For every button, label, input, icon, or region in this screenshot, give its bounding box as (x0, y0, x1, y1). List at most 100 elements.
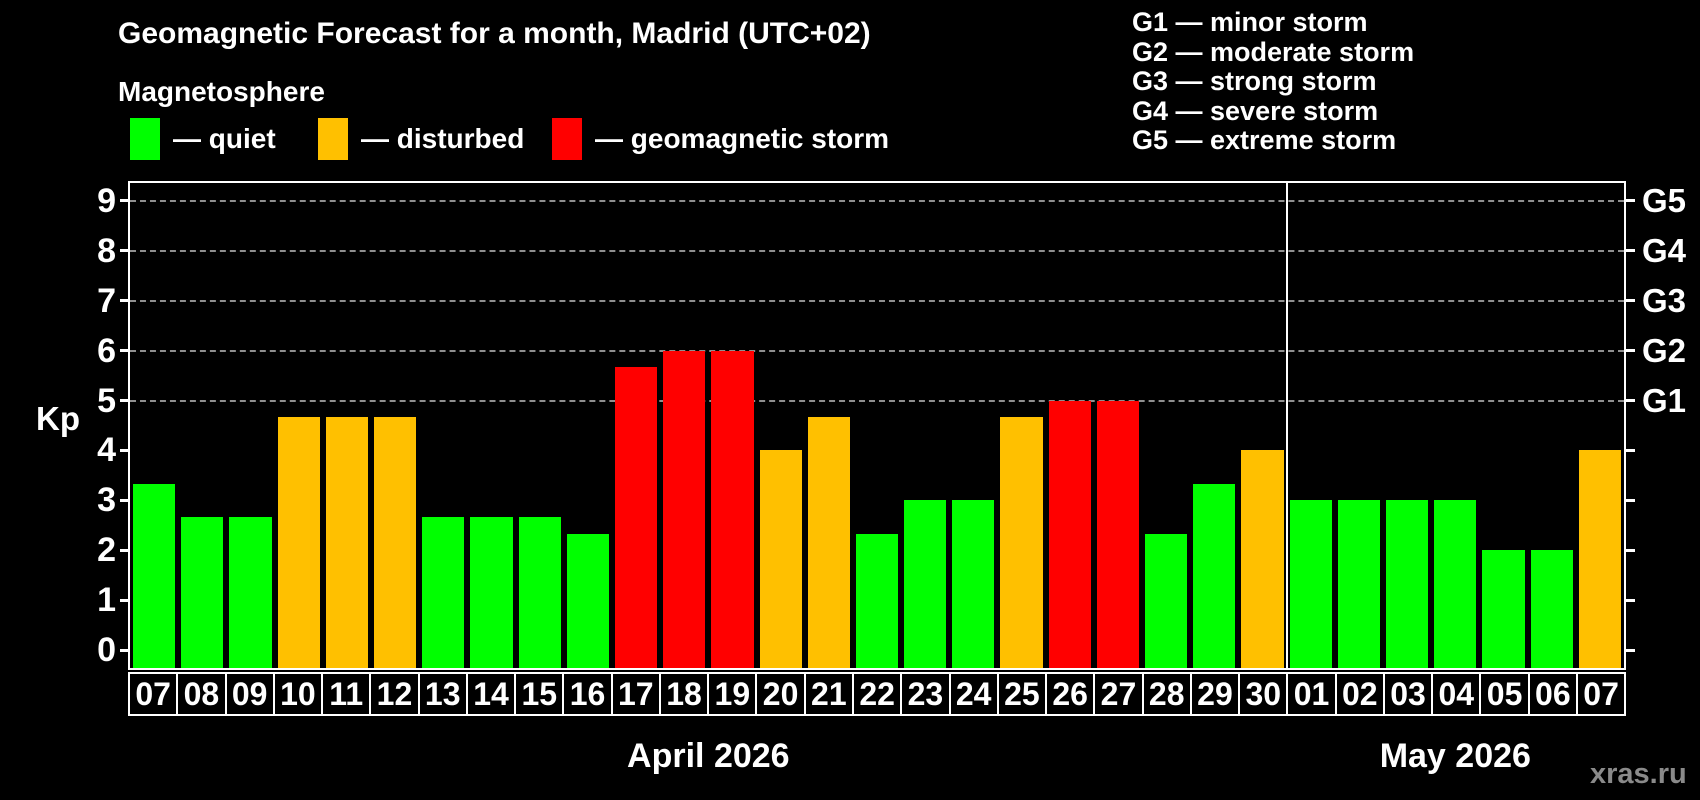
y-axis-tick-label-1: 1 (97, 581, 116, 620)
day-label-may-2026-06: 06 (1527, 672, 1578, 716)
gridline-kp7 (130, 299, 1624, 302)
y-axis-tick-label-6: 6 (97, 331, 116, 370)
month-separator-line (1285, 183, 1288, 668)
y-axis-tick-label-0: 0 (97, 631, 116, 670)
kp-bar-april-2026-16 (566, 533, 609, 668)
y-axis-tick-left-7 (120, 299, 129, 303)
g-axis-label-g2: G2 (1642, 331, 1687, 369)
day-label-may-2026-03: 03 (1382, 672, 1434, 716)
day-label-april-2026-08: 08 (176, 672, 227, 716)
y-axis-tick-right-4 (1626, 448, 1635, 452)
day-label-april-2026-16: 16 (562, 672, 613, 716)
y-axis-tick-right-8 (1626, 249, 1635, 253)
gridline-kp6 (130, 349, 1624, 352)
g-axis-label-g1: G1 (1642, 381, 1687, 419)
day-label-may-2026-01: 01 (1286, 672, 1337, 716)
y-axis-tick-label-7: 7 (97, 281, 116, 320)
plot-area (128, 181, 1626, 670)
kp-bar-april-2026-09 (229, 516, 272, 668)
gridline-kp8 (130, 249, 1624, 252)
day-label-april-2026-25: 25 (996, 672, 1048, 716)
kp-bar-april-2026-23 (904, 500, 947, 668)
legend-item-disturbed: — disturbed (318, 117, 524, 161)
y-axis-tick-left-5 (120, 399, 129, 403)
kp-bar-may-2026-01 (1289, 500, 1332, 668)
watermark-xras: xras.ru (1590, 758, 1687, 790)
day-label-may-2026-02: 02 (1334, 672, 1385, 716)
kp-bar-april-2026-28 (1145, 533, 1188, 668)
g-scale-item-g1: G1 — minor storm (1132, 7, 1368, 37)
kp-bar-april-2026-21 (807, 417, 850, 668)
kp-bar-april-2026-08 (181, 516, 224, 668)
y-axis-tick-left-6 (120, 349, 129, 353)
day-label-april-2026-07: 07 (128, 672, 179, 716)
kp-bar-may-2026-06 (1530, 550, 1573, 668)
x-axis-day-labels: 07 08 09 10 11 12 13 14 15 16 17 18 19 20 21 22 23 24 25 26… (128, 672, 1627, 716)
day-label-april-2026-09: 09 (224, 672, 275, 716)
gridline-kp5 (130, 399, 1624, 402)
legend-label-disturbed: — disturbed (361, 123, 525, 154)
kp-bar-april-2026-15 (518, 516, 561, 668)
y-axis-tick-label-4: 4 (97, 431, 116, 470)
g-axis-label-g3: G3 (1642, 281, 1687, 319)
g-scale-item-g5: G5 — extreme storm (1132, 125, 1397, 155)
kp-bar-april-2026-14 (470, 516, 513, 668)
kp-bar-april-2026-19 (711, 350, 754, 668)
day-label-april-2026-30: 30 (1238, 672, 1289, 716)
y-axis-tick-left-0 (120, 648, 129, 652)
day-label-april-2026-10: 10 (272, 672, 324, 716)
day-label-april-2026-23: 23 (900, 672, 951, 716)
day-label-april-2026-20: 20 (755, 672, 806, 716)
y-axis-tick-label-5: 5 (97, 381, 116, 420)
magnetosphere-label: Magnetosphere (118, 76, 325, 107)
day-label-april-2026-26: 26 (1045, 672, 1096, 716)
kp-bar-april-2026-13 (422, 516, 465, 668)
g-scale-item-g3: G3 — strong storm (1132, 66, 1377, 96)
legend-item-quiet: — quiet (130, 117, 276, 161)
kp-bar-may-2026-05 (1482, 550, 1525, 668)
kp-bar-april-2026-26 (1048, 400, 1091, 668)
y-axis-tick-label-2: 2 (97, 531, 116, 570)
day-label-april-2026-27: 27 (1093, 672, 1144, 716)
g-axis-label-g5: G5 (1642, 181, 1687, 219)
y-axis-tick-right-5 (1626, 399, 1635, 403)
day-label-april-2026-21: 21 (803, 672, 854, 716)
y-axis-tick-label-8: 8 (97, 231, 116, 270)
day-label-april-2026-15: 15 (514, 672, 565, 716)
month-label-may-2026: May 2026 (1379, 737, 1531, 775)
kp-bar-april-2026-10 (277, 417, 320, 668)
day-label-may-2026-04: 04 (1431, 672, 1482, 716)
legend-label-quiet: — quiet (173, 123, 276, 154)
g-scale-item-g4: G4 — severe storm (1132, 95, 1379, 126)
storm-swatch (552, 118, 582, 160)
y-axis-tick-label-3: 3 (97, 481, 116, 520)
y-axis-tick-right-9 (1626, 199, 1635, 203)
kp-bar-april-2026-11 (325, 417, 368, 668)
kp-bar-april-2026-18 (663, 350, 706, 668)
kp-bar-april-2026-12 (373, 417, 417, 668)
y-axis-tick-left-3 (120, 498, 129, 502)
kp-bar-may-2026-02 (1337, 500, 1381, 668)
kp-bar-april-2026-07 (133, 483, 176, 668)
gridline-kp9 (130, 199, 1624, 202)
y-axis-tick-left-4 (120, 448, 129, 452)
chart-title: Geomagnetic Forecast for a month, Madrid… (118, 17, 871, 50)
y-axis-tick-left-8 (120, 249, 129, 253)
day-label-april-2026-14: 14 (465, 672, 517, 716)
y-axis-title: Kp (36, 400, 80, 437)
kp-bar-april-2026-30 (1241, 450, 1284, 668)
kp-bar-may-2026-03 (1386, 500, 1429, 668)
g-axis-label-g4: G4 (1642, 231, 1687, 269)
kp-bar-april-2026-24 (952, 500, 995, 668)
y-axis-tick-right-3 (1626, 498, 1635, 502)
y-axis-tick-left-9 (120, 199, 129, 203)
kp-bar-may-2026-07 (1578, 450, 1621, 668)
day-label-april-2026-24: 24 (948, 672, 999, 716)
kp-bar-april-2026-20 (759, 450, 802, 668)
kp-bar-april-2026-22 (855, 533, 899, 668)
day-label-april-2026-13: 13 (417, 672, 468, 716)
y-axis-tick-right-2 (1626, 548, 1635, 552)
g-scale-item-g2: G2 — moderate storm (1132, 36, 1415, 67)
legend-label-storm: — geomagnetic storm (595, 123, 890, 154)
